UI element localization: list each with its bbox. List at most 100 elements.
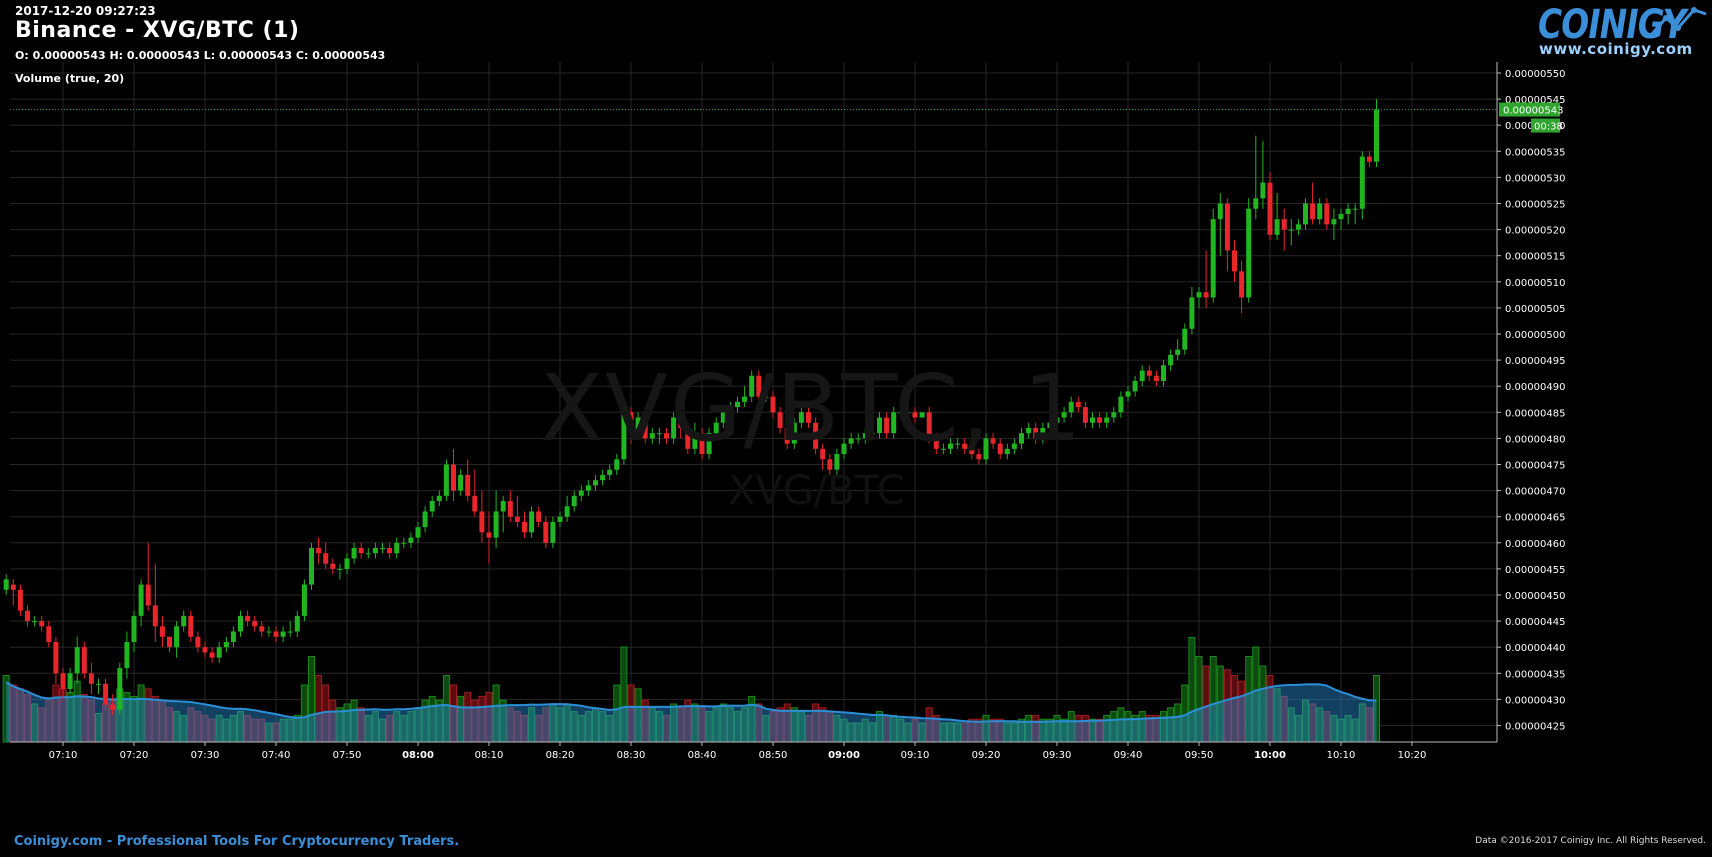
candle-body — [96, 683, 101, 685]
candle-body — [720, 412, 726, 423]
candle-body — [1352, 208, 1358, 210]
candle-body — [749, 375, 755, 397]
candle-body — [820, 448, 826, 460]
candle-body — [1253, 198, 1259, 209]
candle-body — [649, 433, 655, 439]
x-tick-label: 07:30 — [191, 750, 220, 761]
candle-body — [387, 548, 393, 554]
candle-body — [32, 621, 38, 623]
candle-body — [67, 673, 73, 689]
x-tick-label: 09:00 — [828, 750, 860, 761]
candle-body — [806, 412, 811, 423]
y-tick-label: 0.00000470 — [1505, 487, 1565, 498]
x-tick-label: 08:10 — [475, 750, 504, 761]
candle-body — [351, 548, 357, 559]
candle-body — [337, 568, 343, 570]
candle-body — [152, 605, 158, 627]
x-tick-label: 09:20 — [972, 750, 1001, 761]
candle-body — [195, 636, 201, 648]
candle-body — [1132, 380, 1138, 392]
candle-body — [451, 464, 456, 491]
candle-body — [827, 459, 833, 470]
candle-body — [884, 417, 890, 434]
y-tick-label: 0.00000525 — [1505, 200, 1565, 211]
volume-indicator-label[interactable]: Volume (true, 20) — [15, 72, 125, 85]
y-tick-label: 0.00000490 — [1505, 382, 1565, 393]
candle-body — [458, 474, 464, 491]
candle-body — [1090, 417, 1095, 423]
footer-tagline[interactable]: Coinigy.com - Professional Tools For Cry… — [14, 834, 460, 849]
candle-body — [287, 631, 293, 633]
candles — [3, 99, 1379, 716]
candle-body — [1374, 109, 1379, 162]
x-tick-label: 10:00 — [1254, 750, 1286, 761]
candle-body — [443, 464, 449, 496]
y-tick-label: 0.00000495 — [1505, 356, 1565, 367]
candle-body — [415, 527, 421, 538]
candle-body — [1040, 427, 1046, 439]
candle-body — [202, 647, 208, 653]
logo-chart-icon — [1650, 7, 1707, 35]
candle-body — [1054, 417, 1060, 423]
candle-body — [1139, 370, 1145, 381]
candle-body — [983, 438, 989, 460]
candle-body — [727, 407, 733, 413]
candle-body — [614, 459, 620, 470]
candle-body — [238, 615, 243, 632]
coinigy-logo[interactable]: COINIGY www.coinigy.com — [1538, 2, 1708, 58]
candle-body — [550, 521, 556, 543]
candle-body — [10, 584, 16, 590]
candle-body — [280, 631, 286, 637]
candle-body — [181, 615, 187, 627]
candle-body — [252, 621, 258, 627]
candle-body — [571, 495, 577, 507]
candle-body — [60, 673, 66, 689]
y-tick-label: 0.00000430 — [1505, 695, 1565, 706]
candle-body — [955, 443, 961, 445]
candle-body — [735, 401, 740, 408]
candle-body — [25, 610, 30, 622]
candle-body — [862, 433, 868, 439]
candle-body — [486, 532, 492, 538]
candle-body — [997, 443, 1003, 455]
candle-body — [529, 511, 535, 533]
candle-body — [323, 553, 329, 564]
candle-body — [209, 652, 215, 658]
y-tick-label: 0.00000440 — [1505, 643, 1565, 654]
candle-body — [642, 417, 648, 439]
price-axis: 0.000005500.000005450.000005400.00000535… — [1496, 62, 1565, 742]
x-tick-label: 10:10 — [1327, 750, 1356, 761]
x-tick-label: 08:00 — [402, 750, 434, 761]
volume-ma-area — [6, 682, 1377, 742]
candle-body — [365, 553, 371, 555]
candle-body — [905, 412, 911, 414]
candle-body — [493, 511, 499, 538]
candle-body — [46, 626, 52, 642]
countdown-value: 00:38 — [1534, 122, 1563, 133]
candle-body — [777, 412, 783, 428]
symbol-watermark-small: XVG/BTC — [728, 468, 905, 514]
price-tag-box — [1499, 102, 1560, 117]
candle-body — [742, 396, 748, 402]
logo-url: www.coinigy.com — [1539, 40, 1693, 58]
y-tick-label: 0.00000450 — [1505, 591, 1565, 602]
y-tick-label: 0.00000545 — [1505, 95, 1565, 106]
candle-body — [578, 490, 584, 496]
x-tick-label: 09:40 — [1114, 750, 1143, 761]
candle-body — [110, 704, 116, 710]
candle-body — [678, 417, 684, 428]
candle-body — [536, 511, 542, 522]
y-tick-label: 0.00000460 — [1505, 539, 1565, 550]
x-tick-label: 07:50 — [333, 750, 362, 761]
candle-body — [408, 537, 414, 543]
candle-body — [621, 412, 627, 460]
y-tick-label: 0.00000485 — [1505, 408, 1565, 419]
candle-body — [706, 433, 712, 455]
candle-body — [316, 548, 322, 554]
candle-body — [1210, 219, 1216, 298]
candle-body — [1203, 292, 1209, 298]
chart-title: Binance - XVG/BTC (1) — [15, 18, 300, 43]
candle-body — [628, 412, 634, 434]
candle-body — [1196, 292, 1202, 298]
